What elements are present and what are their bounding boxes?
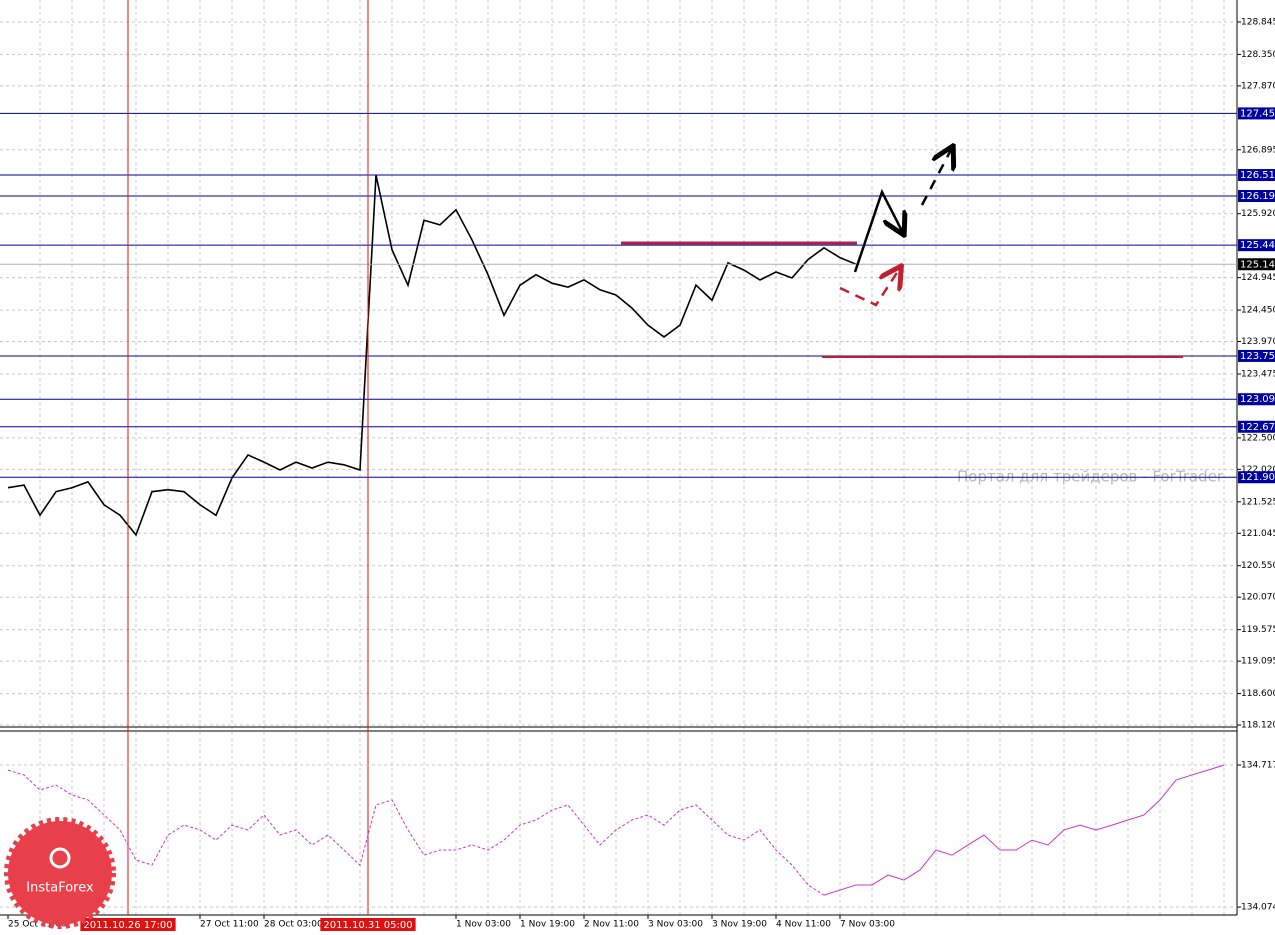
y-tick-label: 118.120 [1241,721,1275,731]
level-label-box [1238,239,1275,252]
level-label: 127.45 [1240,108,1275,119]
x-tick-label: 3 Nov 19:00 [712,920,767,930]
logo-text: InstaForex [26,881,94,896]
series-line [7,174,857,537]
series-line [7,769,825,896]
x-tick-label: 7 Nov 03:00 [840,920,895,930]
x-tick-label: 3 Nov 03:00 [648,920,703,930]
level-label: 125.44 [1240,240,1275,251]
y-tick-label: 126.895 [1241,145,1275,155]
event-label: 2011.10.26 17:00 [83,920,172,931]
level-label-box [1238,190,1275,203]
event-label: 2011.10.31 05:00 [323,920,412,931]
forecast-arrow [853,188,903,273]
logo-badge [4,817,116,929]
y-tick-label: 128.845 [1241,17,1275,27]
x-tick-label: 2 Nov 11:00 [584,920,639,930]
y-tick-label: 124.450 [1241,306,1275,316]
y-tick-label: 125.920 [1241,209,1275,219]
level-label: 121.90 [1240,472,1275,483]
x-tick-label: 4 Nov 11:00 [776,920,831,930]
event-label-box [320,918,416,931]
event-label-box [80,918,176,931]
level-label-box [1238,471,1275,484]
logo-icon [49,847,71,869]
x-tick-label: 28 Oct 03:00 [264,920,323,930]
level-label: 125.149 [1240,259,1275,270]
level-label-box [1238,420,1275,433]
y-tick-label: 121.525 [1241,497,1275,507]
level-label: 123.75 [1240,351,1275,362]
forecast-arrow [839,268,900,307]
y-tick-label: 122.020 [1241,465,1275,475]
y-tick-label: 119.575 [1241,625,1275,635]
y-tick-label: 118.600 [1241,689,1275,699]
y-tick-label: 122.500 [1241,433,1275,443]
y-tick-label: 134.717 [1241,761,1275,771]
series-line [823,764,1225,896]
x-tick-label: 1 Nov 03:00 [456,920,511,930]
x-tick-label: 25 Oct 11:00 [8,920,67,930]
y-tick-label: 120.070 [1241,593,1275,603]
y-tick-label: 127.870 [1241,81,1275,91]
level-label-box [1238,169,1275,182]
x-tick-label: 27 Oct 11:00 [200,920,259,930]
y-tick-label: 119.095 [1241,657,1275,667]
y-tick-label: 120.550 [1241,561,1275,571]
x-tick-label: 1 Nov 19:00 [520,920,575,930]
level-label-box [1238,393,1275,406]
level-label-box [1238,258,1275,271]
logo: InstaForex [4,817,116,929]
y-tick-label: 123.475 [1241,369,1275,379]
y-tick-label: 128.350 [1241,50,1275,60]
y-tick-label: 123.970 [1241,337,1275,347]
level-label: 123.09 [1240,394,1275,405]
level-label: 126.19 [1240,191,1275,202]
level-label: 126.51 [1240,170,1275,181]
y-tick-label: 121.045 [1241,529,1275,539]
y-tick-label: 124.945 [1241,273,1275,283]
level-label-box [1238,349,1275,362]
level-label: 122.67 [1240,422,1275,433]
level-label-box [1238,107,1275,120]
y-tick-label: 134.074 [1241,903,1275,913]
